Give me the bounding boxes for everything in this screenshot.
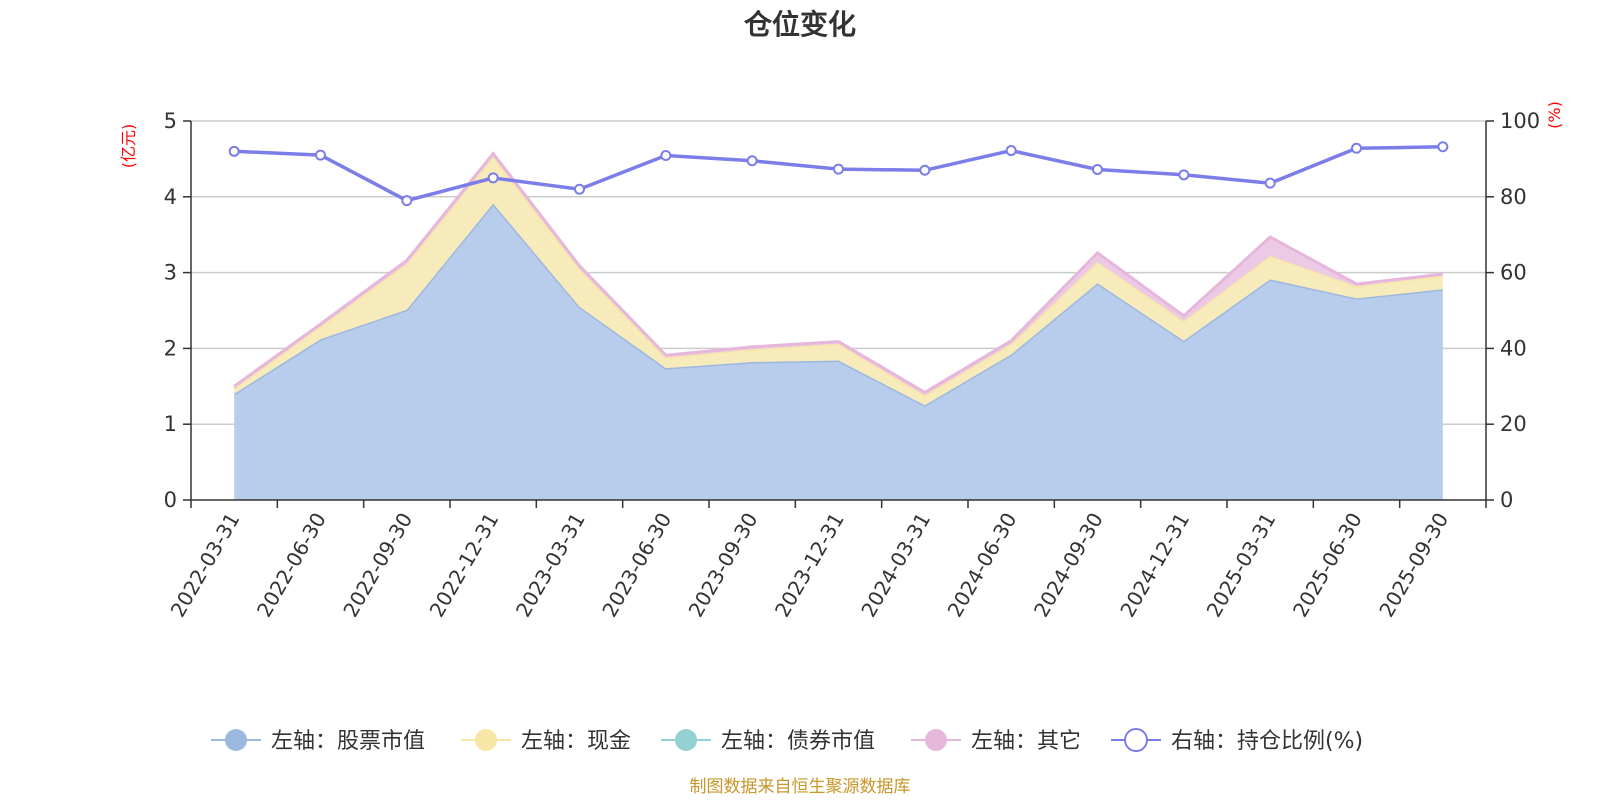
legend-item: 右轴：持仓比例(%) <box>1111 728 1363 754</box>
left-axis-unit: (亿元) <box>119 124 138 169</box>
chart-title: 仓位变化 <box>744 8 856 41</box>
x-axis-tick-label: 2022-06-30 <box>252 509 331 622</box>
area-top-line <box>233 151 1443 395</box>
x-axis-tick-label: 2023-09-30 <box>684 509 763 622</box>
x-axis-tick-label: 2023-06-30 <box>597 509 676 622</box>
x-axis-tick-label: 2024-03-31 <box>856 509 935 622</box>
ratio-point <box>1264 177 1276 189</box>
legend-item: 左轴：其它 <box>911 729 1081 754</box>
legend-item: 左轴：债券市值 <box>661 729 875 754</box>
left-axis-tick-label: 4 <box>164 185 177 209</box>
left-axis-tick-label: 5 <box>164 109 177 133</box>
legend-label: 左轴：现金 <box>521 729 631 754</box>
legend-swatch-marker <box>225 729 247 751</box>
x-axis-tick-label: 2024-12-31 <box>1115 509 1194 622</box>
ratio-point <box>401 195 413 207</box>
legend: 左轴：股票市值 左轴：现金 左轴：债券市值 左轴：其它 右轴：持仓比例(%) <box>211 728 1363 754</box>
x-axis-tick-label: 2024-06-30 <box>943 509 1022 622</box>
x-axis-tick-label: 2023-12-31 <box>770 509 849 622</box>
right-axis-tick-label: 80 <box>1500 185 1527 209</box>
legend-swatch-marker <box>925 729 947 751</box>
legend-label: 右轴：持仓比例(%) <box>1171 729 1363 754</box>
ratio-point <box>1178 169 1190 181</box>
stacked-areas <box>233 151 1443 500</box>
x-axis-tick-label: 2022-09-30 <box>338 509 417 622</box>
legend-swatch-marker <box>1124 728 1148 752</box>
legend-item: 左轴：股票市值 <box>211 729 425 754</box>
ratio-point <box>746 155 758 167</box>
ratio-point <box>1437 141 1449 153</box>
x-axis-tick-label: 2023-03-31 <box>511 509 590 622</box>
legend-label: 左轴：债券市值 <box>721 729 875 754</box>
ratio-point <box>1092 164 1103 176</box>
holding-ratio-line <box>228 141 1449 207</box>
legend-label: 左轴：股票市值 <box>271 729 425 754</box>
right-axis-unit: (%) <box>1545 101 1564 129</box>
area-fill <box>234 203 1443 500</box>
ratio-point <box>1005 145 1017 157</box>
left-axis-tick-label: 3 <box>164 261 177 285</box>
ratio-point <box>1351 142 1362 154</box>
ratio-point <box>487 172 499 184</box>
x-axis-tick-label: 2024-09-30 <box>1029 509 1108 622</box>
right-axis-tick-label: 40 <box>1500 336 1527 360</box>
right-axis-tick-label: 100 <box>1500 109 1540 133</box>
legend-swatch-marker <box>475 729 497 751</box>
right-axis-tick-label: 0 <box>1500 488 1513 512</box>
legend-label: 左轴：其它 <box>971 729 1081 754</box>
right-axis-tick-label: 20 <box>1500 412 1527 436</box>
area-fill <box>234 156 1443 406</box>
x-axis-tick-label: 2025-03-31 <box>1202 509 1281 622</box>
source-note: 制图数据来自恒生聚源数据库 <box>690 777 911 797</box>
ratio-point <box>574 183 585 195</box>
left-axis-tick-label: 0 <box>164 488 177 512</box>
ratio-point <box>228 145 240 157</box>
ratio-point <box>919 164 931 176</box>
ratio-point <box>315 149 326 161</box>
x-axis-tick-label: 2022-03-31 <box>166 509 245 622</box>
x-axis-tick-label: 2025-06-30 <box>1288 509 1367 622</box>
ratio-point <box>660 149 672 161</box>
legend-item: 左轴：现金 <box>461 729 631 754</box>
x-axis-tick-label: 2022-12-31 <box>425 509 504 622</box>
ratio-point <box>833 163 844 175</box>
legend-swatch-marker <box>675 729 697 751</box>
right-axis-tick-label: 60 <box>1500 261 1527 285</box>
x-axis-tick-label: 2025-09-30 <box>1374 509 1453 622</box>
left-axis-tick-label: 1 <box>164 412 177 436</box>
left-axis-tick-label: 2 <box>164 336 177 360</box>
